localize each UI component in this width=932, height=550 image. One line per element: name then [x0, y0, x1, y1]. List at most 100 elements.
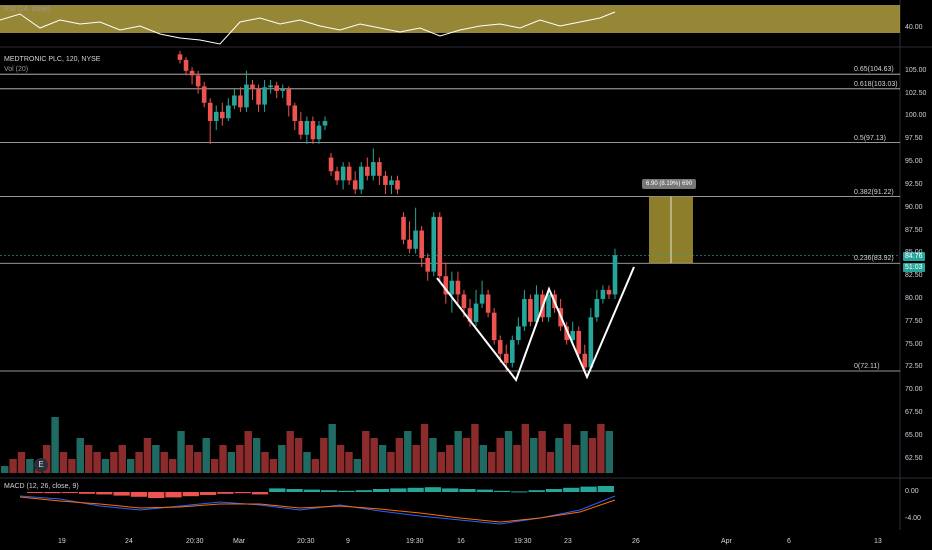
- volume-bar: [26, 459, 34, 473]
- volume-bar: [185, 445, 194, 473]
- volume-bar: [17, 452, 26, 473]
- macd-histogram-bar: [113, 492, 130, 496]
- macd-histogram-bar: [459, 489, 476, 492]
- candle-body: [280, 89, 286, 91]
- volume-bar: [269, 459, 278, 473]
- candle-body: [195, 75, 201, 87]
- candle-body: [316, 125, 322, 140]
- macd-histogram-bar: [511, 491, 528, 493]
- candle-body: [226, 105, 231, 119]
- candle-body: [352, 180, 358, 190]
- volume-bar: [135, 452, 143, 473]
- volume-bar: [546, 452, 555, 473]
- candle-body: [346, 166, 352, 181]
- volume-bar: [429, 438, 437, 473]
- volume-bar: [278, 445, 286, 473]
- volume-bar: [496, 438, 504, 473]
- price-axis-label: 85.00: [905, 249, 923, 257]
- macd-histogram-bar: [148, 492, 165, 498]
- volume-bar: [244, 431, 252, 473]
- fib-label: 0.236(83.92): [854, 255, 894, 263]
- candle-body: [588, 317, 594, 368]
- rsi-axis-label: 40.00: [905, 24, 923, 31]
- fib-label: 0.65(104.63): [854, 66, 894, 74]
- volume-bar: [143, 438, 152, 473]
- volume-bar: [513, 445, 521, 473]
- macd-histogram-bar: [130, 492, 148, 497]
- volume-bar: [563, 424, 572, 473]
- price-axis-label: 92.50: [905, 180, 923, 188]
- price-axis-label: 67.50: [905, 409, 923, 417]
- volume-bar: [84, 445, 93, 473]
- time-axis-label: 19:30: [514, 538, 532, 545]
- volume-bar: [555, 438, 563, 473]
- macd-axis-label: -4.00: [905, 515, 921, 522]
- time-axis-label: Apr: [721, 538, 732, 545]
- time-axis-label: 23: [564, 538, 572, 545]
- candle-body: [576, 330, 582, 354]
- price-axis-label: 80.00: [905, 295, 923, 302]
- macd-histogram-bar: [303, 489, 320, 492]
- candle-body: [383, 175, 388, 185]
- symbol-label: MEDTRONIC PLC, 120, NYSE: [4, 56, 101, 63]
- macd-histogram-bar: [528, 490, 545, 492]
- time-axis-label: 26: [632, 538, 640, 545]
- candle-body: [304, 121, 310, 135]
- macd-histogram-bar: [597, 486, 614, 492]
- macd-histogram-bar: [390, 488, 407, 492]
- volume-bar: [126, 459, 135, 473]
- price-axis-label: 97.50: [905, 135, 923, 143]
- volume-bar: [530, 438, 538, 473]
- candle-body: [389, 180, 394, 185]
- candle-body: [407, 239, 412, 249]
- price-axis-label: 62.50: [905, 454, 923, 462]
- price-axis-label: 102.50: [905, 89, 927, 97]
- candle-body: [358, 166, 364, 190]
- candle-body: [485, 294, 491, 313]
- candle-body: [238, 95, 243, 108]
- fib-label: 0.5(97.13): [854, 134, 886, 142]
- candle-body: [183, 59, 189, 71]
- macd-histogram-bar: [286, 489, 303, 492]
- candle-body: [232, 95, 237, 106]
- earnings-badge[interactable]: E: [34, 458, 48, 472]
- price-axis-label: 77.50: [905, 317, 923, 325]
- price-axis-label: 87.50: [905, 226, 923, 234]
- candle-body: [564, 326, 569, 341]
- candle-body: [274, 85, 279, 91]
- volume-bar: [471, 424, 479, 473]
- candle-body: [213, 111, 219, 122]
- macd-axis-label: 0.00: [905, 488, 919, 495]
- volume-bar: [538, 431, 546, 473]
- macd-histogram-bar: [61, 492, 78, 493]
- macd-label: MACD (12, 26, close, 9): [4, 483, 79, 490]
- vol-label: Vol (20): [4, 66, 29, 73]
- volume-bar: [437, 452, 446, 473]
- macd-histogram-bar: [493, 490, 511, 492]
- time-axis-label: 20:30: [186, 538, 204, 545]
- candle-body: [455, 280, 461, 295]
- candle-body: [377, 162, 382, 176]
- macd-histogram-bar: [199, 492, 217, 495]
- candle-body: [413, 230, 418, 249]
- price-axis-label: 105.00: [905, 66, 927, 74]
- fib-label: 0(72.11): [854, 363, 880, 371]
- volume-bar: [118, 445, 126, 473]
- candle-body: [479, 294, 485, 304]
- macd-histogram-bar: [355, 490, 372, 492]
- candle-body: [322, 121, 328, 126]
- candle-body: [244, 84, 249, 108]
- volume-bar: [227, 452, 236, 473]
- rsi-band: [0, 5, 900, 33]
- candle-body: [491, 312, 497, 341]
- volume-bar: [93, 452, 101, 473]
- volume-bar: [236, 445, 244, 473]
- volume-bar: [580, 431, 588, 473]
- time-axis-label: 19: [58, 538, 66, 545]
- macd-histogram-bar: [580, 486, 597, 492]
- volume-bar: [488, 452, 496, 473]
- macd-histogram-bar: [182, 492, 199, 497]
- candle-body: [334, 171, 340, 181]
- volume-bar: [51, 417, 59, 473]
- candle-body: [292, 105, 298, 122]
